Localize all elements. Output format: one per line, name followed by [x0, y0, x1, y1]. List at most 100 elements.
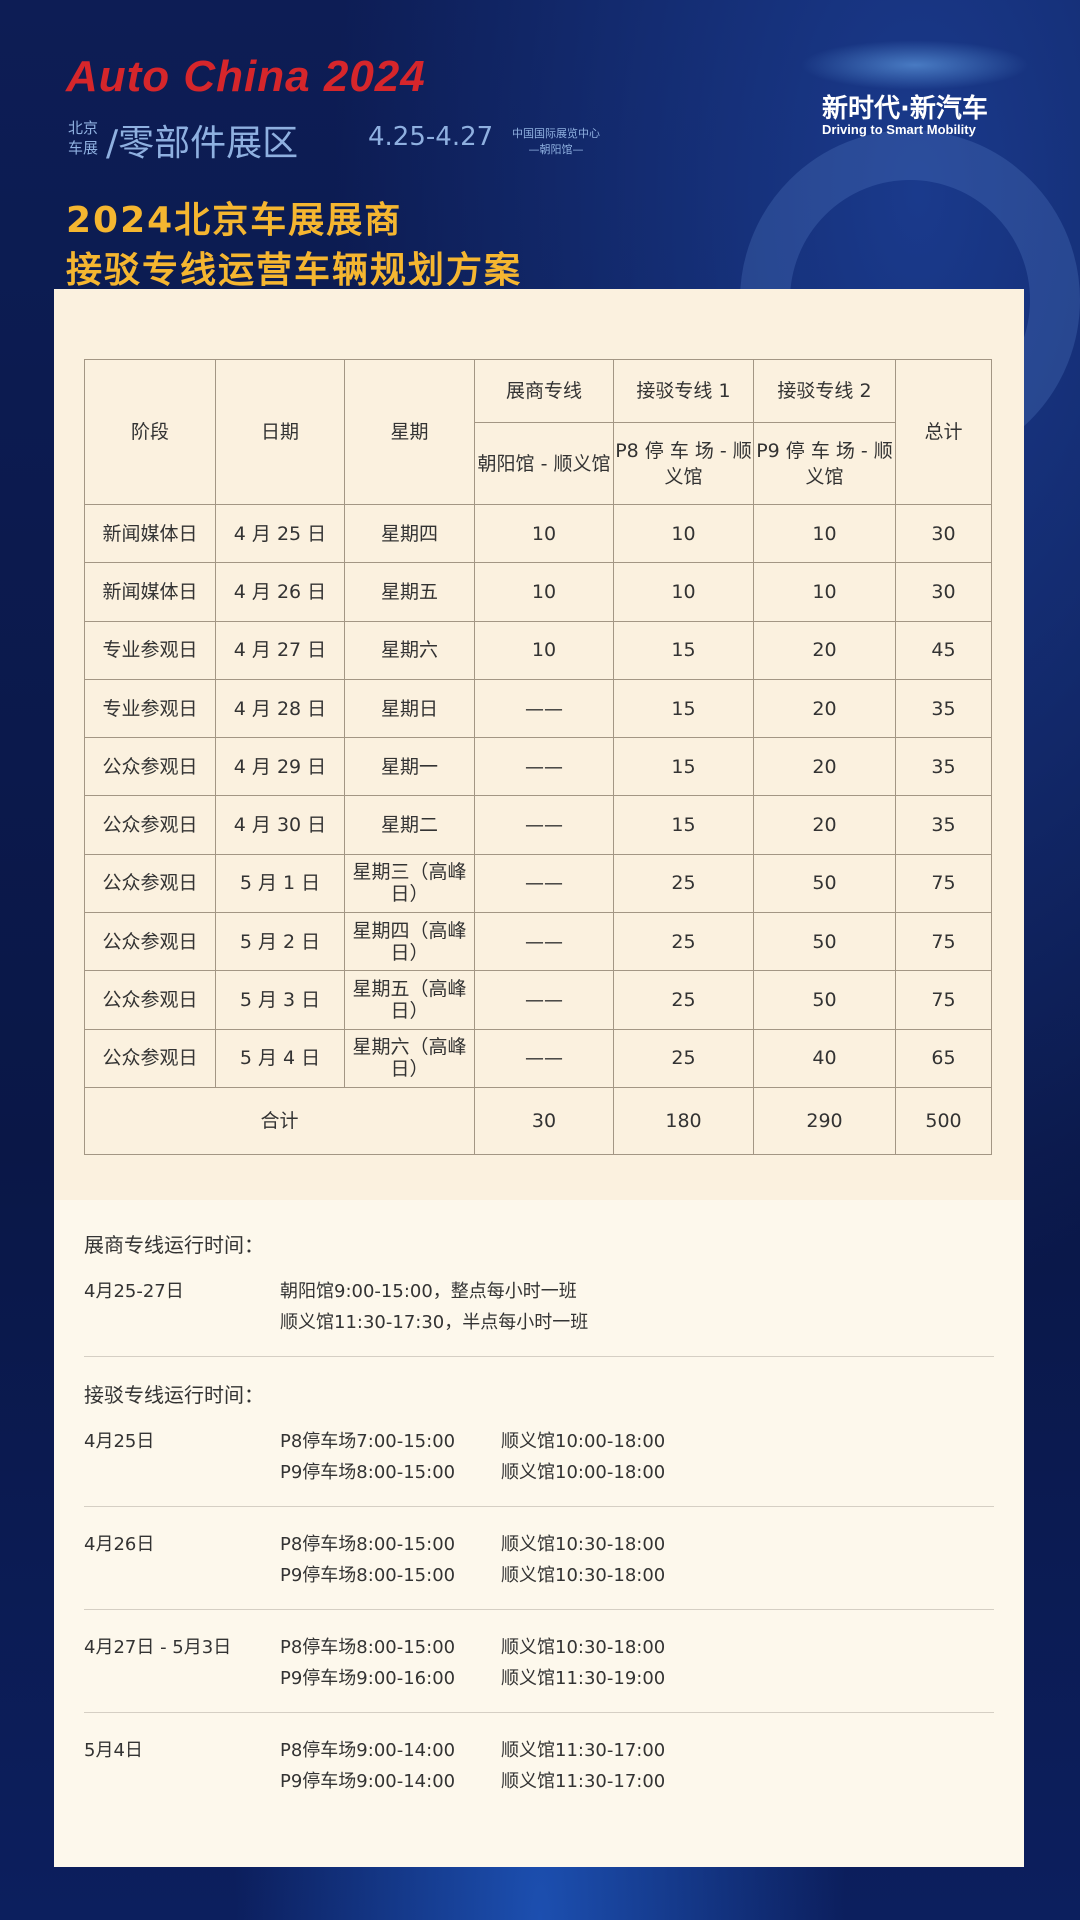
cell-exhibitor-line: 10	[474, 562, 614, 622]
cell-exhibitor-line: ——	[474, 853, 614, 914]
cell-stage: 公众参观日	[84, 970, 216, 1030]
cell-shuttle-line-1: 10	[613, 503, 754, 564]
table-row: 新闻媒体日 4 月 25 日星期四 10 10 10 30	[84, 503, 992, 564]
divider	[84, 1356, 994, 1357]
parking-time: P9停车场8:00-15:00	[280, 1462, 456, 1483]
schedule-line: P9停车场8:00-15:00 顺义馆10:30-18:00	[280, 1560, 665, 1591]
venue-name: 中国国际展览中心	[512, 127, 600, 140]
schedule-times: 朝阳馆9:00-15:00，整点每小时一班 顺义馆11:30-17:30，半点每小…	[280, 1276, 588, 1338]
cell-shuttle-line-2: 20	[753, 620, 896, 680]
cell-stage: 公众参观日	[84, 912, 216, 972]
schedule-date: 4月25日	[84, 1431, 155, 1452]
cell-total: 75	[895, 970, 992, 1030]
header-exhibitor-line: 展商专线	[474, 359, 614, 423]
cell-exhibitor-line: ——	[474, 970, 614, 1030]
divider	[84, 1506, 994, 1507]
table-row: 专业参观日 4 月 27 日星期六 10 15 20 45	[84, 620, 992, 680]
cell-exhibitor-line: ——	[474, 737, 614, 797]
cell-date: 5 月 1 日	[215, 853, 345, 914]
cell-stage: 公众参观日	[84, 795, 216, 855]
venue-time: 顺义馆11:30-17:00	[501, 1740, 666, 1761]
venue-time: 顺义馆11:30-19:00	[501, 1668, 666, 1689]
slogan-english: Driving to Smart Mobility	[822, 122, 976, 137]
divider	[84, 1609, 994, 1610]
cell-shuttle-line-1: 25	[613, 912, 754, 972]
cell-weekday: 星期日	[344, 678, 475, 739]
header-stage: 阶段	[84, 359, 216, 505]
cell-exhibitor-line: ——	[474, 678, 614, 739]
cell-shuttle-line-2: 20	[753, 795, 896, 855]
schedule-row: 4月27日 - 5月3日 P8停车场8:00-15:00 顺义馆10:30-18:0…	[84, 1632, 994, 1712]
cell-total: 65	[895, 1028, 992, 1088]
schedule-section: 展商专线运行时间： 4月25-27日 朝阳馆9:00-15:00，整点每小时一班 顺义…	[84, 1229, 994, 1815]
schedule-row: 4月25日 P8停车场7:00-15:00 顺义馆10:00-18:00 P9停车场8…	[84, 1426, 994, 1506]
schedule-times: P8停车场8:00-15:00 顺义馆10:30-18:00 P9停车场9:00-1…	[280, 1632, 665, 1694]
schedule-times: P8停车场7:00-15:00 顺义馆10:00-18:00 P9停车场8:00-1…	[280, 1426, 665, 1488]
cell-weekday: 星期六（高峰日）	[344, 1028, 475, 1088]
cell-shuttle-line-2: 20	[753, 678, 896, 739]
total-row: 合计 30 180 290 500	[84, 1086, 992, 1155]
schedule-line: P8停车场7:00-15:00 顺义馆10:00-18:00	[280, 1426, 665, 1457]
cell-shuttle-line-2: 20	[753, 737, 896, 797]
schedule-row: 4月26日 P8停车场8:00-15:00 顺义馆10:30-18:00 P9停车场8…	[84, 1529, 994, 1609]
content-panel: 阶段 日期 星期 展商专线 接驳专线 1 接驳专线 2 总计 朝阳馆 - 顺义馆…	[54, 289, 1024, 1867]
exhibitor-schedule-title: 展商专线运行时间：	[84, 1233, 264, 1257]
cell-exhibitor-line: 10	[474, 620, 614, 680]
cell-total: 75	[895, 912, 992, 972]
cell-weekday: 星期三（高峰日）	[344, 853, 475, 914]
cell-exhibitor-line: ——	[474, 912, 614, 972]
parking-time: P8停车场9:00-14:00	[280, 1740, 456, 1761]
cell-shuttle-line-1: 15	[613, 795, 754, 855]
table-row: 公众参观日 4 月 30 日星期二 —— 15 20 35	[84, 795, 992, 855]
schedule-line: P8停车场9:00-14:00 顺义馆11:30-17:00	[280, 1735, 665, 1766]
parking-time: P8停车场7:00-15:00	[280, 1431, 456, 1452]
page-title: 2024北京车展展商 接驳专线运营车辆规划方案	[66, 196, 522, 296]
header-shuttle-line-2: 接驳专线 2	[753, 359, 896, 423]
cell-shuttle-line-1: 25	[613, 970, 754, 1030]
schedule-time: 顺义馆11:30-17:30，半点每小时一班	[280, 1312, 589, 1333]
table-row: 公众参观日 5 月 3 日星期五（高峰日） —— 25 50 75	[84, 970, 992, 1030]
cell-date: 4 月 25 日	[215, 503, 345, 564]
cell-weekday: 星期四（高峰日）	[344, 912, 475, 972]
header-route-3: P9 停 车 场 - 顺义馆	[753, 422, 896, 505]
cell-shuttle-line-1: 10	[613, 562, 754, 622]
schedule-time: 朝阳馆9:00-15:00，整点每小时一班	[280, 1281, 577, 1302]
cell-total: 35	[895, 795, 992, 855]
cell-stage: 公众参观日	[84, 853, 216, 914]
total-shuttle-line-1: 180	[613, 1086, 754, 1155]
cell-shuttle-line-2: 10	[753, 503, 896, 564]
particle-wave-graphic	[800, 40, 1030, 90]
schedule-row: 4月25-27日 朝阳馆9:00-15:00，整点每小时一班 顺义馆11:30-17…	[84, 1276, 994, 1356]
cell-shuttle-line-2: 50	[753, 853, 896, 914]
schedule-date: 4月25-27日	[84, 1281, 184, 1302]
venue-time: 顺义馆10:30-18:00	[501, 1534, 666, 1555]
cell-total: 75	[895, 853, 992, 914]
schedule-date: 4月26日	[84, 1534, 155, 1555]
schedule-row: 5月4日 P8停车场9:00-14:00 顺义馆11:30-17:00 P9停车场9:…	[84, 1735, 994, 1815]
cell-shuttle-line-2: 40	[753, 1028, 896, 1088]
table-row: 公众参观日 5 月 2 日星期四（高峰日） —— 25 50 75	[84, 912, 992, 972]
cell-shuttle-line-1: 25	[613, 1028, 754, 1088]
title-line-1: 2024北京车展展商	[66, 200, 403, 241]
venue: 中国国际展览中心 —朝阳馆—	[512, 126, 600, 158]
auto-china-logo: Auto China 2024	[66, 52, 426, 101]
cell-date: 5 月 4 日	[215, 1028, 345, 1088]
parking-time: P8停车场8:00-15:00	[280, 1637, 456, 1658]
schedule-line: P9停车场9:00-14:00 顺义馆11:30-17:00	[280, 1766, 665, 1797]
schedule-line: P8停车场8:00-15:00 顺义馆10:30-18:00	[280, 1632, 665, 1663]
slogan: 新时代·新汽车	[822, 94, 988, 124]
cell-date: 4 月 29 日	[215, 737, 345, 797]
cell-shuttle-line-2: 50	[753, 912, 896, 972]
cell-total: 30	[895, 562, 992, 622]
venue-time: 顺义馆10:00-18:00	[501, 1462, 666, 1483]
schedule-line: P8停车场8:00-15:00 顺义馆10:30-18:00	[280, 1529, 665, 1560]
venue-time: 顺义馆11:30-17:00	[501, 1771, 666, 1792]
cell-total: 30	[895, 503, 992, 564]
schedule-date: 4月27日 - 5月3日	[84, 1637, 232, 1658]
cell-date: 4 月 28 日	[215, 678, 345, 739]
cell-exhibitor-line: 10	[474, 503, 614, 564]
schedule-line: P9停车场9:00-16:00 顺义馆11:30-19:00	[280, 1663, 665, 1694]
parking-time: P9停车场9:00-16:00	[280, 1668, 456, 1689]
shuttle-schedule-title: 接驳专线运行时间：	[84, 1383, 264, 1407]
cell-stage: 专业参观日	[84, 620, 216, 680]
